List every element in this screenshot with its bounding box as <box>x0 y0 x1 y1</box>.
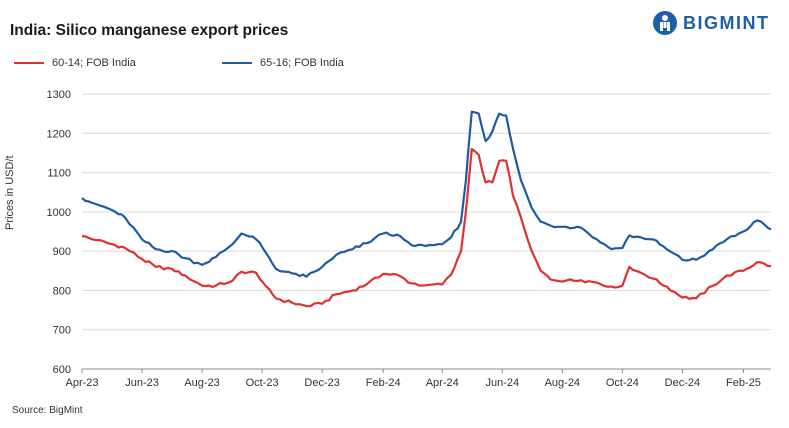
legend-swatch-series-1 <box>14 62 44 64</box>
legend-item-series-1: 60-14; FOB India <box>14 57 136 69</box>
x-tick-label: Apr-23 <box>65 377 98 389</box>
series-line-1 <box>81 147 772 308</box>
grid-lines <box>82 93 771 370</box>
x-axis-ticks: Apr-23 Jun-23 Aug-23 Oct-23 Dec-23 Feb-24 Apr-… <box>65 369 761 389</box>
legend-label-series-1: 60-14; FOB India <box>52 57 136 69</box>
bigmint-logo-icon <box>653 11 677 35</box>
y-tick-label: 1100 <box>47 168 71 180</box>
y-tick-label: 1300 <box>47 89 71 101</box>
x-tick-label: Dec-24 <box>665 377 700 389</box>
brand-logo: BIGMINT <box>652 8 770 38</box>
x-tick-label: Oct-23 <box>246 377 279 389</box>
chart-title: India: Silico manganese export prices <box>10 22 289 39</box>
x-tick-label: Jun-24 <box>485 377 519 389</box>
x-tick-label: Aug-24 <box>545 377 580 389</box>
y-tick-label: 900 <box>53 246 71 258</box>
x-tick-label: Feb-24 <box>366 377 401 389</box>
series-lines <box>81 110 772 308</box>
y-tick-label: 1200 <box>47 128 71 140</box>
legend-swatch-series-2 <box>222 62 252 64</box>
series-line-2 <box>81 110 772 278</box>
y-tick-label: 800 <box>53 285 71 297</box>
y-tick-label: 1000 <box>47 207 71 219</box>
legend-item-series-2: 65-16; FOB India <box>222 57 344 69</box>
y-tick-label: 700 <box>53 325 71 337</box>
y-tick-label: 600 <box>53 364 71 376</box>
x-tick-label: Apr-24 <box>426 377 459 389</box>
x-tick-label: Oct-24 <box>606 377 639 389</box>
x-tick-label: Jun-23 <box>125 377 159 389</box>
x-tick-label: Feb-25 <box>726 377 761 389</box>
legend-label-series-2: 65-16; FOB India <box>260 57 344 69</box>
y-axis-ticks: 600 700 800 900 1000 1100 1200 1300 <box>47 89 71 376</box>
brand-name: BIGMINT <box>683 12 770 33</box>
x-tick-label: Aug-23 <box>184 377 219 389</box>
source-note: Source: BigMint <box>12 405 83 416</box>
line-chart: 600 700 800 900 1000 1100 1200 1300 Apr-23 Jun-2… <box>47 89 772 389</box>
x-tick-label: Dec-23 <box>304 377 339 389</box>
